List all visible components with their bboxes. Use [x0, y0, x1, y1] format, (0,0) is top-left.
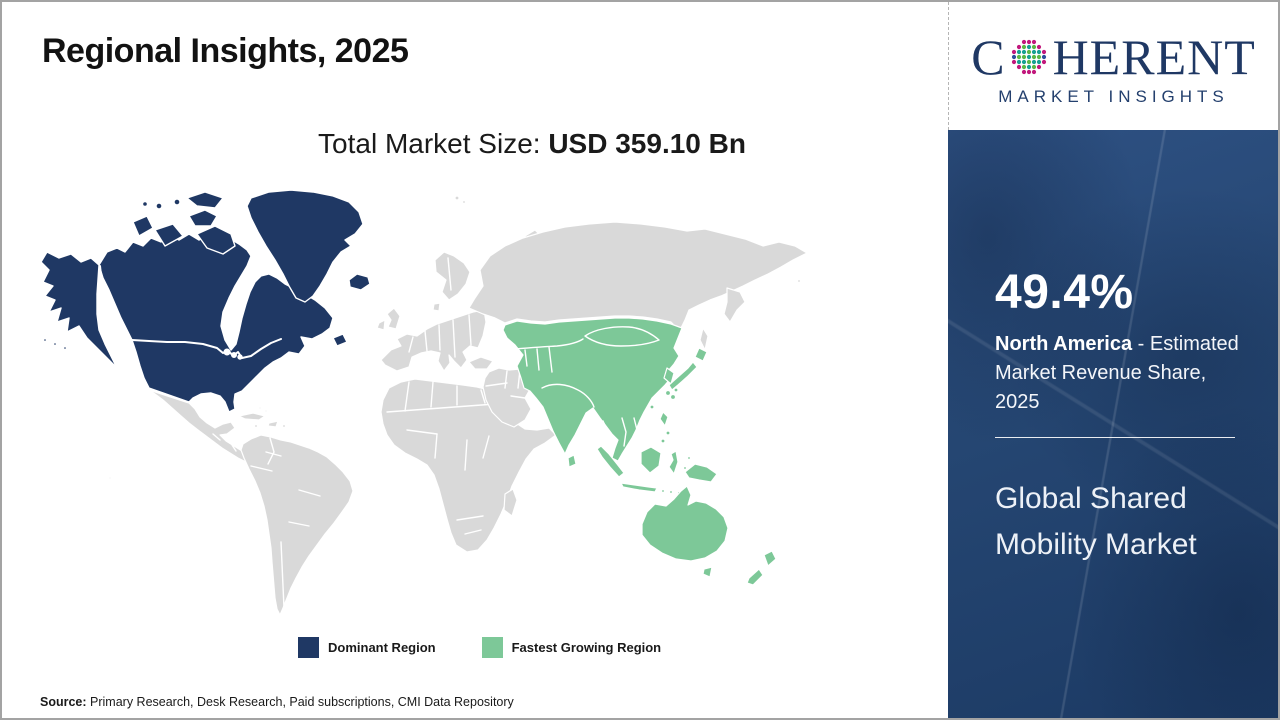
- fastest-growing-region-swatch: [481, 637, 503, 658]
- dominant-region-label: Dominant Region: [328, 640, 436, 655]
- market-size-value: USD 359.10 Bn: [548, 128, 746, 159]
- north-america-region: [40, 190, 371, 413]
- market-size-line: Total Market Size: USD 359.10 Bn: [152, 128, 912, 160]
- stat-description-rest: - Estimated Market Revenue Share, 2025: [995, 333, 1239, 413]
- stat-description: North America - Estimated Market Revenue…: [995, 330, 1253, 417]
- stat-panel: 49.4% North America - Estimated Market R…: [948, 130, 1278, 718]
- world-map-choropleth: [40, 190, 808, 616]
- logo-letter-c: C: [971, 28, 1005, 85]
- source-text: Primary Research, Desk Research, Paid su…: [86, 695, 514, 709]
- logo-tagline: MARKET INSIGHTS: [998, 86, 1229, 106]
- logo-wordmark: C HERENT: [971, 32, 1256, 82]
- page-title: Regional Insights, 2025: [42, 32, 409, 70]
- market-size-label: Total Market Size:: [318, 128, 549, 159]
- map-legend: Dominant Region Fastest Growing Region: [298, 637, 661, 658]
- brand-logo: C HERENT MARKET INSIGHTS: [948, 2, 1278, 130]
- fastest-growing-region-label: Fastest Growing Region: [511, 640, 662, 655]
- stat-divider: [995, 437, 1235, 438]
- stat-value: 49.4%: [995, 266, 1134, 319]
- sidebar: C HERENT MARKET INSIGHTS 49.4%: [948, 2, 1278, 718]
- logo-letters-rest: HERENT: [1052, 28, 1256, 85]
- logo-globe-icon: [1011, 39, 1046, 74]
- main-area: Regional Insights, 2025 Total Market Siz…: [2, 2, 948, 718]
- legend-item-dominant: Dominant Region: [298, 637, 436, 658]
- stat-region-name: North America: [995, 333, 1133, 355]
- other-land-regions: [108, 195, 808, 616]
- source-label: Source:: [40, 695, 87, 709]
- legend-item-fastest-growing: Fastest Growing Region: [481, 637, 662, 658]
- dominant-region-swatch: [298, 637, 319, 658]
- asia-pacific-region: [502, 317, 777, 586]
- market-name: Global Shared Mobility Market: [995, 482, 1197, 561]
- source-line: Source: Primary Research, Desk Research,…: [40, 695, 514, 709]
